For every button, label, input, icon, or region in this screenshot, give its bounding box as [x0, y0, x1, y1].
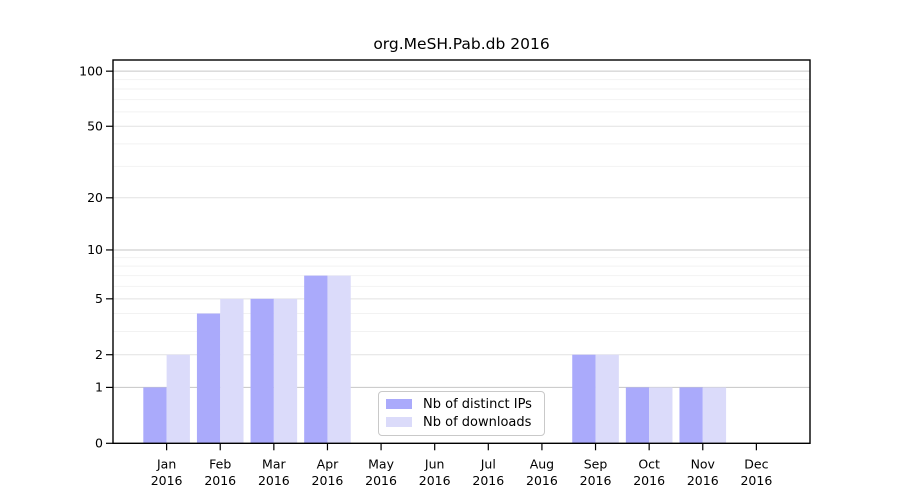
legend-swatch-distinct-ips	[386, 399, 412, 409]
bar-feb-distinct-ips	[196, 313, 221, 444]
bar-nov-distinct-ips	[679, 387, 703, 444]
x-tick-label-year: 2016	[151, 473, 183, 488]
legend-label-distinct-ips: Nb of distinct IPs	[423, 396, 532, 412]
legend-label-downloads: Nb of downloads	[423, 414, 532, 430]
x-tick-label-month: Jun	[424, 457, 445, 472]
x-tick-label-year: 2016	[204, 473, 236, 488]
x-tick-label-year: 2016	[633, 473, 665, 488]
x-tick-label-month: Dec	[744, 457, 768, 472]
y-tick-label: 1	[95, 380, 103, 395]
legend-item-downloads: Nb of downloads	[386, 414, 536, 430]
x-tick-label-month: Apr	[317, 457, 339, 472]
y-tick-label: 0	[95, 436, 103, 451]
x-tick-label-year: 2016	[365, 473, 397, 488]
x-tick-label-year: 2016	[740, 473, 772, 488]
x-tick-label-year: 2016	[312, 473, 344, 488]
x-tick-label-month: Jul	[480, 457, 496, 472]
bar-oct-distinct-ips	[625, 387, 650, 444]
x-tick-label-month: Sep	[584, 457, 608, 472]
chart-title: org.MeSH.Pab.db 2016	[373, 35, 550, 53]
x-tick-label-year: 2016	[472, 473, 504, 488]
x-tick-label-month: Mar	[262, 457, 286, 472]
x-tick-label-year: 2016	[580, 473, 612, 488]
bar-sep-distinct-ips	[572, 354, 596, 444]
x-tick-label-month: Nov	[691, 457, 716, 472]
y-tick-label: 100	[79, 63, 103, 78]
bar-feb-downloads	[220, 298, 244, 444]
bar-sep-downloads	[595, 354, 619, 444]
x-tick-label-year: 2016	[687, 473, 719, 488]
bar-mar-distinct-ips	[250, 298, 274, 444]
bar-jan-downloads	[166, 354, 190, 444]
x-tick-label-month: May	[368, 457, 394, 472]
y-tick-label: 2	[95, 347, 103, 362]
legend: Nb of distinct IPs Nb of downloads	[378, 391, 545, 436]
legend-swatch-downloads	[386, 417, 412, 427]
x-tick-label-year: 2016	[419, 473, 451, 488]
y-tick-label: 50	[87, 119, 103, 134]
x-tick-label-month: Jan	[156, 457, 176, 472]
x-tick-label-month: Oct	[638, 457, 660, 472]
bar-apr-distinct-ips	[304, 275, 328, 444]
y-tick-label: 5	[95, 291, 103, 306]
bar-nov-downloads	[702, 387, 727, 444]
y-tick-label: 20	[87, 190, 103, 205]
x-tick-label-month: Feb	[209, 457, 231, 472]
y-tick-label: 10	[87, 242, 103, 257]
bar-oct-downloads	[649, 387, 673, 444]
x-tick-label-month: Aug	[530, 457, 554, 472]
x-tick-label-year: 2016	[258, 473, 290, 488]
plot-frame	[112, 59, 811, 444]
bar-jan-distinct-ips	[143, 387, 167, 444]
bar-apr-downloads	[327, 275, 351, 444]
x-tick-label-year: 2016	[526, 473, 558, 488]
legend-item-distinct-ips: Nb of distinct IPs	[386, 396, 536, 412]
bar-mar-downloads	[273, 298, 298, 444]
